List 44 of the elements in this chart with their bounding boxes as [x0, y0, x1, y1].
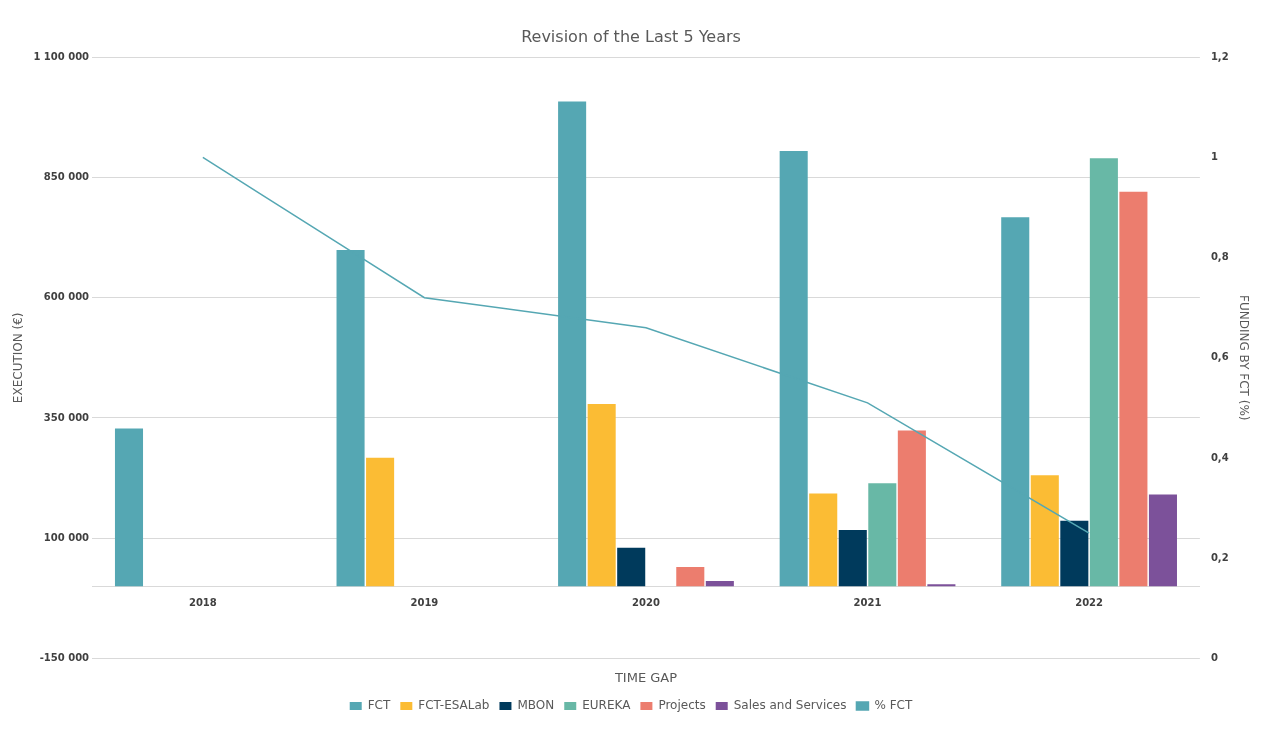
x-tick-label: 2021 [853, 596, 882, 608]
y-tick-label: 850 000 [43, 171, 90, 183]
y2-tick-label: 0,6 [1210, 351, 1229, 363]
y2-tick-label: 0,2 [1210, 551, 1229, 563]
y-tick-label: -150 000 [39, 651, 90, 663]
bar [868, 483, 897, 587]
x-tick-label: 2022 [1075, 596, 1104, 608]
y-tick-label: 100 000 [43, 531, 90, 543]
x-tick-label: 2019 [410, 596, 439, 608]
y2-tick-label: 0,8 [1210, 251, 1229, 263]
bar [676, 567, 705, 587]
y2-tick-label: 0,4 [1210, 451, 1229, 463]
y-tick-label: 350 000 [43, 411, 90, 423]
legend-label: FCT [367, 698, 391, 713]
bar [809, 493, 838, 587]
bar [705, 580, 734, 587]
legend-label: MBON [517, 698, 555, 713]
bar [1119, 191, 1148, 587]
bar [617, 547, 646, 587]
y2-tick-label: 0 [1210, 651, 1218, 663]
x-tick-label: 2018 [188, 596, 217, 608]
bar [114, 428, 144, 587]
bar [838, 529, 867, 587]
y-axis-title: EXECUTION (€) [11, 312, 26, 404]
bar [1089, 158, 1118, 587]
legend-label: % FCT [874, 698, 913, 713]
bar [1060, 520, 1089, 587]
y-tick-label: 1 100 000 [33, 50, 90, 62]
bar [587, 403, 616, 587]
legend-label: Projects [658, 698, 706, 713]
bar [1030, 475, 1059, 587]
y-tick-label: 600 000 [43, 291, 90, 303]
x-axis-title: TIME GAP [613, 669, 678, 685]
bar [1148, 494, 1177, 587]
bar [366, 457, 395, 587]
y2-tick-label: 1 [1210, 150, 1218, 162]
chart-title: Revision of the Last 5 Years [521, 26, 741, 46]
x-tick-label: 2020 [632, 596, 660, 608]
y2-tick-label: 1,2 [1210, 50, 1229, 62]
legend-label: EUREKA [582, 698, 632, 713]
legend-label: Sales and Services [733, 698, 847, 713]
legend-label: FCT-ESALab [418, 698, 490, 713]
y2-axis-title: FUNDING BY FCT (%) [1236, 295, 1251, 421]
bar [897, 430, 926, 587]
